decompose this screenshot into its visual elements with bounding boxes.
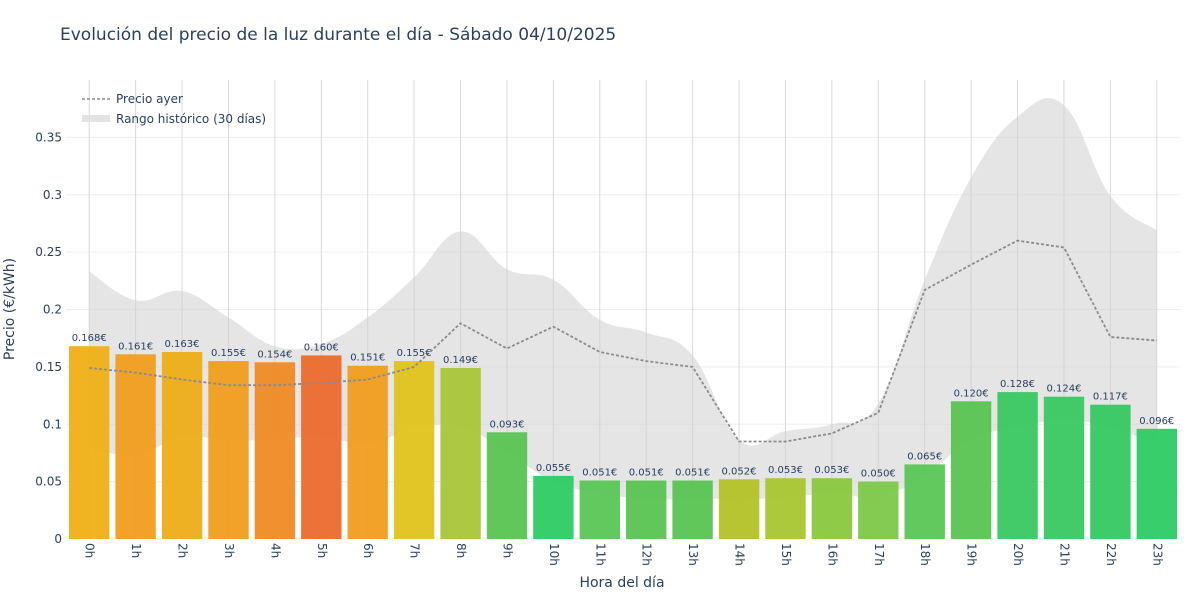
bar-7h: [393, 361, 435, 539]
x-tick-label: 14h: [733, 543, 747, 566]
x-tick-label: 9h: [500, 543, 514, 558]
x-tick-label: 6h: [361, 543, 375, 558]
bar-value-label: 0.151€: [350, 353, 385, 364]
bar-12h: [626, 480, 667, 539]
bar-value-label: 0.117€: [1093, 392, 1128, 403]
x-tick-label: 0h: [83, 543, 97, 558]
bar-value-label: 0.124€: [1047, 384, 1082, 395]
legend-area-swatch: [82, 115, 110, 122]
historical-range-area: [89, 97, 1157, 500]
x-tick-label: 8h: [454, 543, 468, 558]
bar-10h: [533, 475, 574, 539]
bar-value-label: 0.160€: [304, 342, 339, 353]
y-axis-title: Precio (€/kWh): [2, 258, 18, 360]
bar-4h: [254, 362, 296, 539]
x-tick-label: 13h: [686, 543, 700, 566]
bar-22h: [1090, 404, 1131, 539]
bar-20h: [997, 392, 1038, 539]
bar-value-label: 0.051€: [629, 468, 664, 479]
bar-18h: [904, 464, 945, 539]
legend: Precio ayer Rango histórico (30 días): [82, 92, 266, 126]
bar-value-label: 0.161€: [118, 341, 153, 352]
bar-value-label: 0.050€: [861, 469, 896, 480]
bar-9h: [486, 432, 528, 539]
x-tick-label: 18h: [918, 543, 932, 566]
x-tick-label: 12h: [640, 543, 654, 566]
historical-range: [89, 97, 1157, 500]
y-tick-label: 0.25: [35, 245, 62, 259]
bar-23h: [1136, 428, 1177, 539]
y-axis-ticks: 0 0.05 0.1 0.15 0.2 0.25 0.3 0.35: [35, 130, 62, 546]
x-tick-label: 20h: [1011, 543, 1025, 566]
x-tick-label: 17h: [872, 543, 886, 566]
bar-value-label: 0.128€: [1000, 379, 1035, 390]
bar-value-label: 0.168€: [72, 333, 107, 344]
x-tick-label: 1h: [129, 543, 143, 558]
x-tick-label: 23h: [1150, 543, 1164, 566]
bar-1h: [115, 354, 156, 539]
bar-19h: [950, 401, 992, 539]
bar-6h: [347, 365, 388, 539]
bar-13h: [672, 480, 713, 539]
yesterday-price-line: [89, 239, 1157, 443]
bar-value-label: 0.154€: [257, 349, 292, 360]
y-tick-label: 0.15: [35, 360, 62, 374]
bar-value-label: 0.053€: [814, 465, 849, 476]
x-tick-label: 5h: [315, 543, 329, 558]
x-tick-label: 16h: [825, 543, 839, 566]
bar-2h: [161, 352, 203, 539]
bar-17h: [858, 481, 899, 539]
bar-value-label: 0.065€: [907, 451, 942, 462]
x-tick-label: 11h: [593, 543, 607, 566]
bar-21h: [1043, 396, 1085, 539]
bar-value-label: 0.093€: [490, 419, 525, 430]
bar-0h: [69, 346, 110, 539]
x-tick-label: 10h: [547, 543, 561, 566]
bar-value-labels: 0.168€ 0.161€ 0.163€ 0.155€ 0.154€ 0.160€ 0.15…: [72, 333, 1175, 479]
x-tick-label: 15h: [779, 543, 793, 566]
y-tick-label: 0.2: [43, 303, 62, 317]
y-tick-label: 0.3: [43, 188, 62, 202]
x-tick-label: 3h: [222, 543, 236, 558]
bar-15h: [765, 478, 806, 539]
y-tick-label: 0.05: [35, 475, 62, 489]
bar-16h: [811, 478, 853, 539]
y-tick-label: 0.35: [35, 130, 62, 144]
chart-title: Evolución del precio de la luz durante e…: [60, 25, 616, 45]
x-axis-ticks: 0h 1h 2h 3h 4h 5h 6h 7h 8h 9h 10h 11h 12h 13h 14h 15h 16…: [83, 543, 1165, 566]
bar-value-label: 0.052€: [722, 466, 757, 477]
bar-value-label: 0.163€: [165, 339, 200, 350]
bar-value-label: 0.055€: [536, 463, 571, 474]
bar-value-label: 0.120€: [954, 388, 989, 399]
bar-value-label: 0.051€: [582, 468, 617, 479]
yesterday-price-path: [89, 239, 1157, 443]
bar-value-label: 0.155€: [397, 348, 432, 359]
bar-value-label: 0.155€: [211, 348, 246, 359]
x-tick-label: 21h: [1057, 543, 1071, 566]
x-tick-label: 7h: [408, 543, 422, 558]
bar-8h: [440, 368, 481, 539]
y-tick-label: 0: [54, 532, 62, 546]
bar-14h: [718, 479, 760, 539]
bar-5h: [301, 355, 342, 539]
bar-3h: [208, 361, 249, 539]
x-tick-label: 22h: [1104, 543, 1118, 566]
legend-entry-yesterday: Precio ayer: [116, 92, 183, 106]
bar-value-label: 0.053€: [768, 465, 803, 476]
bar-11h: [579, 480, 620, 539]
x-tick-label: 19h: [965, 543, 979, 566]
bar-value-label: 0.051€: [675, 468, 710, 479]
bars: [69, 346, 1177, 539]
y-tick-label: 0.1: [43, 417, 62, 431]
x-axis-title: Hora del día: [579, 575, 664, 591]
x-tick-label: 2h: [176, 543, 190, 558]
bar-value-label: 0.149€: [443, 355, 478, 366]
legend-entry-range: Rango histórico (30 días): [116, 112, 266, 126]
bar-value-label: 0.096€: [1139, 416, 1174, 427]
x-tick-label: 4h: [268, 543, 282, 558]
